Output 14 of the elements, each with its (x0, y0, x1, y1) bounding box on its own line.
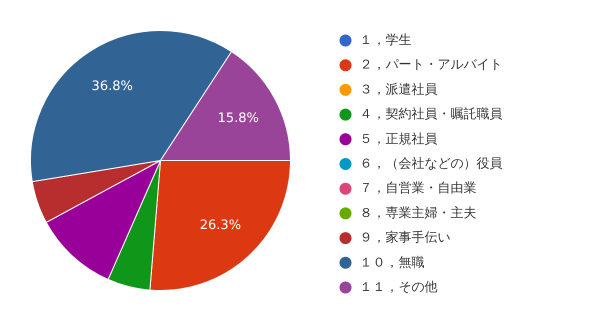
data-label: 15.8% (218, 110, 259, 126)
legend-label: ５，正規社員 (360, 132, 438, 147)
legend-label: ８，専業主婦・主夫 (360, 204, 476, 221)
legend-label: ４，契約社員・嘱託職員 (360, 107, 502, 122)
legend-label: ２，パート・アルバイト (360, 58, 502, 73)
legend-label: １１，その他 (360, 280, 438, 295)
data-label: 36.8% (92, 78, 133, 94)
data-label: 26.3% (200, 218, 242, 234)
legend-label: ７，自営業・自由業 (360, 181, 476, 196)
legend-label: ９，家事手伝い (360, 230, 450, 246)
legend-label: １０，無職 (360, 255, 424, 270)
legend-label: ６，（会社などの）役員 (360, 156, 502, 172)
legend-label: ３，派遣社員 (360, 82, 438, 98)
legend-label: １，学生 (360, 33, 412, 48)
